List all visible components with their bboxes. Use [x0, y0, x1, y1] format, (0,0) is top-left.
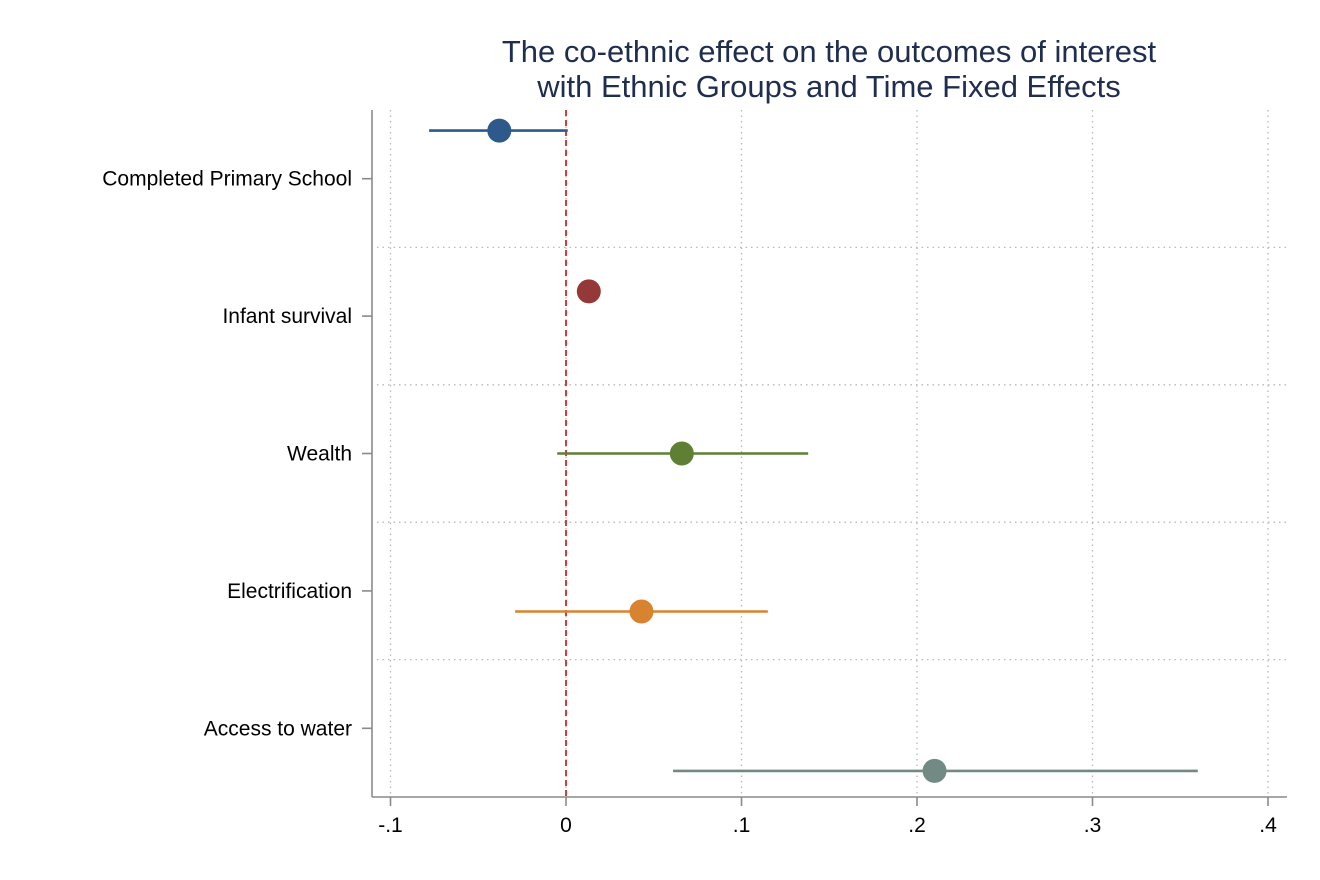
axes-layer: -.1 0 .1 .2 .3 .4 Completed Primary School Infa…	[102, 110, 1287, 837]
y-category-label-0: Completed Primary School	[102, 168, 352, 191]
y-category-label-1: Infant survival	[222, 305, 352, 328]
point-estimate-3	[629, 599, 654, 624]
chart-title-line-1: The co-ethnic effect on the outcomes of …	[502, 34, 1157, 69]
x-tick-label-3: .2	[908, 814, 926, 837]
y-category-label-2: Wealth	[287, 443, 352, 466]
x-tick-label-5: .4	[1259, 814, 1277, 837]
point-estimate-4	[922, 758, 947, 783]
x-tick-label-4: .3	[1084, 814, 1102, 837]
point-estimate-1	[576, 279, 601, 304]
point-estimate-2	[669, 441, 694, 466]
y-category-label-3: Electrification	[227, 580, 352, 603]
chart-title-line-2: with Ethnic Groups and Time Fixed Effect…	[536, 69, 1121, 104]
marks-layer	[429, 110, 1198, 797]
x-tick-label-1: 0	[560, 814, 572, 837]
y-category-label-4: Access to water	[204, 717, 352, 740]
x-tick-label-0: -.1	[378, 814, 403, 837]
point-estimate-0	[487, 118, 512, 143]
grid-layer	[377, 110, 1287, 797]
x-tick-label-2: .1	[733, 814, 751, 837]
